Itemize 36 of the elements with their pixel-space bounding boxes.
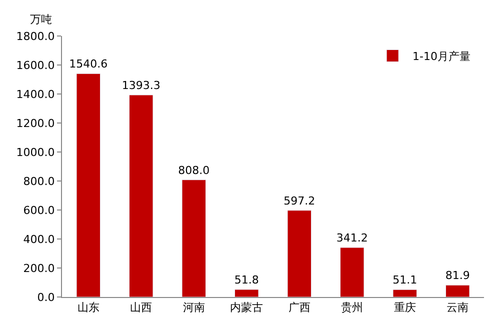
y-tick-label: 1400.0 — [16, 88, 55, 101]
y-tick-label: 1000.0 — [16, 146, 55, 159]
y-tick-label: 0.0 — [37, 290, 55, 304]
bar — [446, 284, 470, 297]
bar — [287, 210, 312, 297]
y-tick-label: 800.0 — [23, 174, 55, 188]
x-tick-label: 贵州 — [341, 301, 364, 314]
y-tick-label: 400.0 — [23, 232, 55, 246]
data-label: 51.1 — [392, 274, 418, 287]
x-tick-label: 河南 — [182, 301, 205, 314]
x-tick-label: 内蒙古 — [230, 301, 264, 314]
x-tick-label: 广西 — [288, 301, 310, 314]
y-tick-label: 200.0 — [23, 262, 55, 275]
bar — [129, 94, 154, 297]
data-label: 81.9 — [445, 269, 470, 282]
data-label: 1393.3 — [122, 78, 160, 92]
bar — [76, 73, 100, 297]
data-label: 1540.6 — [69, 58, 108, 71]
y-tick-label: 600.0 — [23, 204, 55, 217]
data-label: 808.0 — [178, 164, 210, 177]
bar — [340, 247, 364, 297]
data-label: 51.8 — [234, 273, 259, 286]
y-axis-title: 万吨 — [30, 13, 52, 26]
x-tick-label: 山东 — [77, 301, 100, 314]
x-tick-label: 山西 — [130, 301, 152, 314]
bar — [392, 289, 417, 297]
x-tick-label: 云南 — [446, 301, 469, 314]
legend-label: 1-10月产量 — [412, 50, 471, 64]
bar — [182, 180, 206, 297]
x-tick-label: 重庆 — [394, 301, 416, 314]
y-tick-label: 1600.0 — [16, 58, 55, 72]
y-tick-label: 1200.0 — [16, 116, 55, 130]
data-label: 597.2 — [284, 194, 316, 208]
data-label: 341.2 — [336, 232, 368, 245]
bar — [234, 289, 259, 297]
y-tick-label: 1800.0 — [16, 30, 55, 43]
